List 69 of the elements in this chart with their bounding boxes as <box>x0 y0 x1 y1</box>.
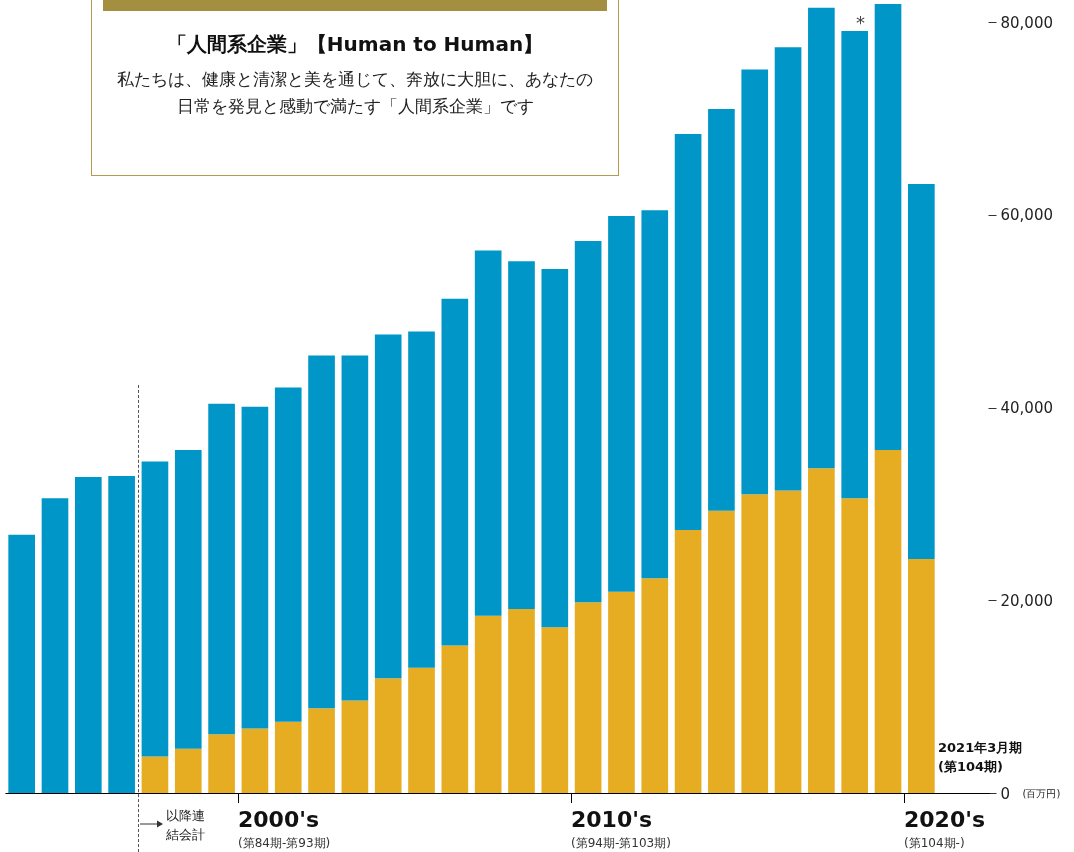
bar <box>274 387 302 722</box>
bar <box>841 30 869 499</box>
annotation: * <box>856 12 865 33</box>
y-axis-title: (百万円) <box>1022 787 1061 799</box>
text: 私たちは、健康と清潔と美を通じて、奔放に大胆に、あなたの日常を発見と感動で満たす「人間系企業」です <box>116 68 594 118</box>
bar <box>374 678 402 793</box>
bar <box>608 215 635 592</box>
text: 2000's <box>238 807 320 832</box>
bar <box>308 355 335 709</box>
y-tick-label: 0 <box>1000 784 1011 803</box>
bar <box>108 476 135 793</box>
bar <box>608 591 635 793</box>
annotation: 2021年3月期(第104期) <box>938 739 1024 776</box>
text: (第104期-) <box>904 835 965 852</box>
bar <box>508 261 535 609</box>
text: (第84期-第93期) <box>238 835 331 852</box>
bar <box>241 728 269 793</box>
y-tick-label: 40,000 <box>1000 399 1053 418</box>
text: 2020's <box>904 807 986 832</box>
y-tick-label: 20,000 <box>1000 591 1053 610</box>
bar <box>774 47 802 491</box>
bar <box>341 700 369 793</box>
bar <box>474 250 502 616</box>
bar <box>341 355 369 701</box>
bar <box>8 534 35 793</box>
bar <box>708 510 735 793</box>
bar <box>141 461 169 757</box>
bar <box>841 498 869 793</box>
bar <box>374 334 402 679</box>
bar <box>474 615 502 793</box>
bar <box>908 184 935 559</box>
bar <box>741 69 769 495</box>
bar <box>174 748 202 793</box>
text: 2010's <box>571 807 653 832</box>
bar <box>541 627 569 793</box>
bar <box>574 240 602 603</box>
bar <box>208 403 235 735</box>
bar <box>408 331 435 668</box>
bar <box>874 450 902 793</box>
bar <box>808 468 835 793</box>
bar <box>774 490 802 793</box>
text: 「人間系企業」【Human to Human】 <box>165 31 545 58</box>
bar <box>174 450 202 749</box>
bar <box>441 298 469 646</box>
bar <box>574 602 602 793</box>
bar <box>274 721 302 793</box>
bar <box>708 108 735 511</box>
bar <box>808 7 835 469</box>
bar <box>441 645 469 793</box>
bar <box>674 134 702 530</box>
bar <box>308 708 335 793</box>
bar <box>408 667 435 793</box>
y-tick-label: 60,000 <box>1000 206 1053 225</box>
bar <box>641 578 669 793</box>
text: 以降連結会計 <box>166 807 206 844</box>
bar <box>208 734 235 793</box>
bar <box>541 268 569 628</box>
bar <box>41 498 69 793</box>
bar <box>508 608 535 793</box>
text: (第94期-第103期) <box>571 835 671 852</box>
bar <box>241 406 269 729</box>
bar <box>141 756 169 793</box>
bar <box>74 477 102 793</box>
bar <box>674 529 702 793</box>
bar <box>874 3 902 451</box>
bar <box>641 210 669 579</box>
y-tick-label: 80,000 <box>1000 13 1053 32</box>
bar <box>741 494 769 793</box>
bar <box>908 558 935 793</box>
